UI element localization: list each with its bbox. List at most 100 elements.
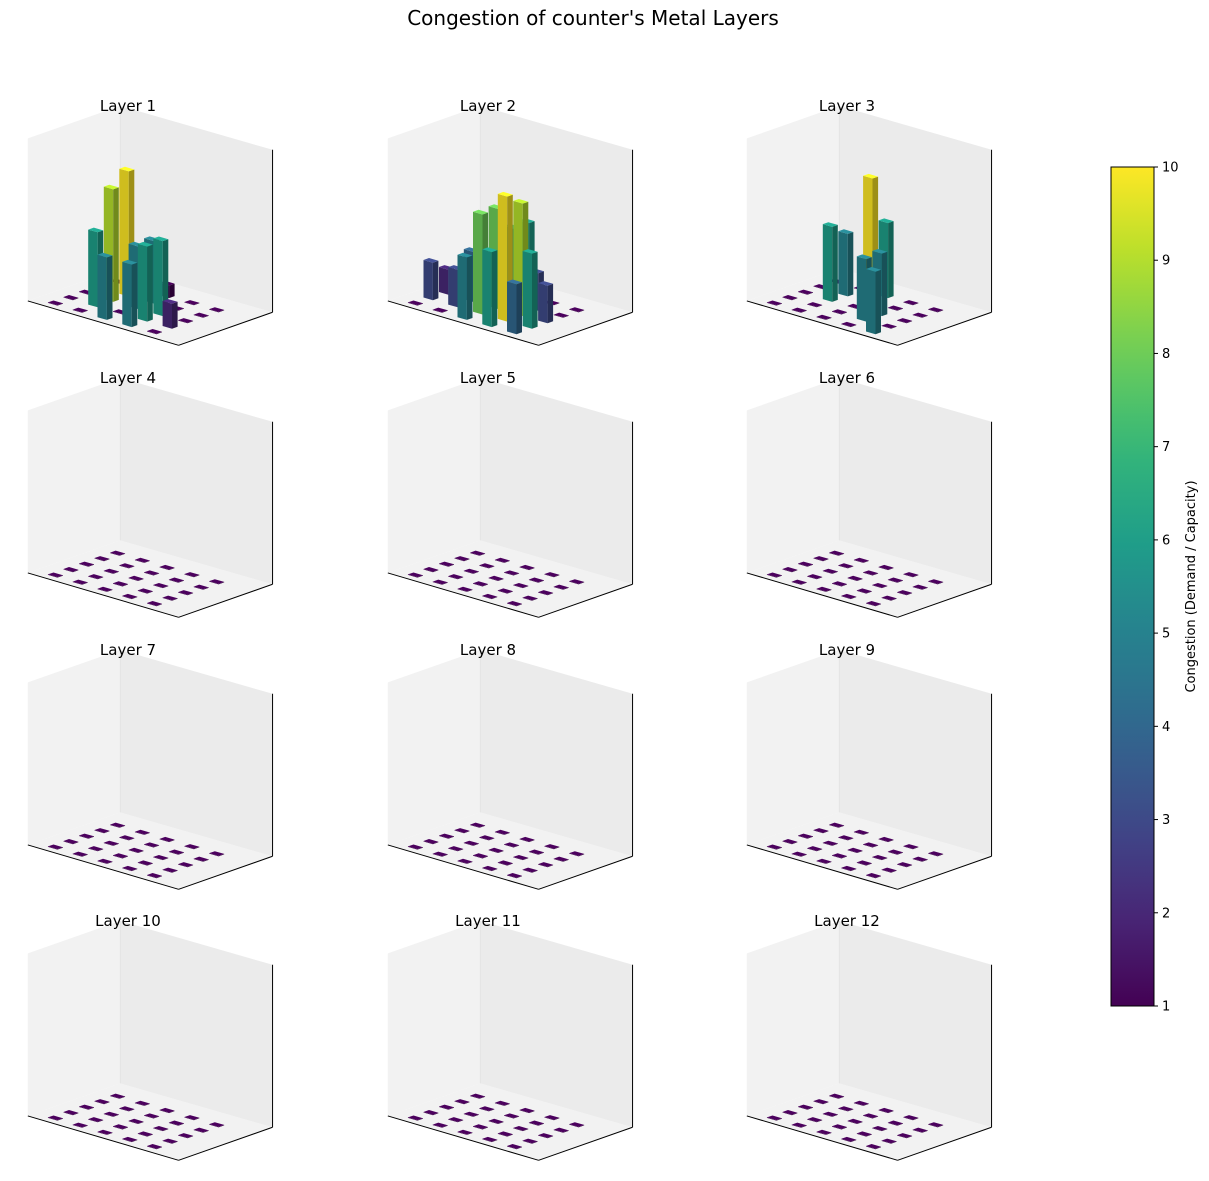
- bar-top: [838, 1106, 854, 1111]
- bar-front: [494, 1102, 505, 1106]
- bar: [128, 847, 144, 853]
- bar-front: [872, 1127, 882, 1132]
- bar-front: [159, 566, 170, 571]
- bar: [538, 281, 554, 324]
- bar-top: [798, 289, 813, 295]
- bar-top: [184, 1115, 200, 1120]
- bar-side: [801, 310, 807, 313]
- bar-front: [813, 1101, 823, 1105]
- bar: [782, 567, 798, 573]
- bar-side: [498, 578, 504, 581]
- bar: [159, 1107, 175, 1114]
- bar-front: [94, 1101, 104, 1105]
- bar-front: [88, 229, 98, 308]
- bar-side: [193, 846, 200, 850]
- bar-top: [79, 833, 94, 839]
- bar-side: [144, 1103, 150, 1106]
- bar-top: [519, 1107, 535, 1113]
- bar-front: [110, 552, 120, 556]
- bar-side: [432, 1112, 439, 1116]
- bar-top: [454, 556, 470, 561]
- bar: [407, 300, 423, 306]
- bar-front: [838, 231, 848, 297]
- layer-panel: Layer 6: [746, 369, 993, 618]
- bar-front: [153, 856, 163, 861]
- bar: [912, 312, 928, 318]
- bar-front: [807, 576, 817, 580]
- bar-front: [144, 1115, 154, 1119]
- bar-front: [838, 565, 848, 569]
- bar-front: [832, 855, 842, 859]
- bar-top: [457, 252, 473, 258]
- bar-top: [193, 584, 209, 590]
- bar-front: [488, 849, 498, 853]
- bar-top: [79, 561, 94, 567]
- bar: [178, 1133, 194, 1139]
- bar-front: [470, 552, 480, 556]
- bar: [881, 323, 897, 329]
- bar: [822, 568, 838, 574]
- bar-top: [829, 550, 845, 556]
- bar: [841, 321, 857, 328]
- bar-front: [457, 1131, 467, 1135]
- bar-side: [432, 569, 439, 573]
- bar-top: [407, 844, 423, 850]
- back-pane: [480, 649, 633, 857]
- bar: [881, 1138, 897, 1144]
- bar-front: [162, 1140, 172, 1144]
- bar-side: [169, 567, 175, 571]
- bar-top: [847, 1118, 863, 1124]
- bar-front: [912, 1129, 923, 1133]
- bar-top: [463, 568, 479, 574]
- bar: [832, 581, 847, 587]
- bar-top: [912, 856, 928, 862]
- bar-side: [106, 1132, 113, 1135]
- bar-top: [863, 1113, 879, 1118]
- back-pane: [839, 649, 992, 857]
- bar: [569, 1122, 585, 1128]
- bar-front: [881, 1140, 891, 1144]
- bar: [193, 584, 209, 590]
- bar-side: [113, 187, 119, 302]
- bar: [47, 300, 63, 306]
- bar-front: [448, 1119, 458, 1123]
- bar-front: [872, 856, 882, 861]
- bar: [488, 847, 504, 853]
- bar-front: [878, 566, 889, 571]
- bar-side: [522, 857, 529, 861]
- bar-front: [147, 875, 157, 879]
- bar-top: [94, 1099, 110, 1104]
- bar-side: [162, 1128, 169, 1132]
- bar-front: [128, 577, 138, 581]
- bar: [816, 314, 832, 320]
- bar: [439, 1104, 454, 1110]
- bar-side: [128, 1109, 135, 1112]
- bar: [94, 556, 110, 562]
- bar-front: [128, 1120, 138, 1124]
- bar: [553, 1127, 569, 1133]
- bar: [807, 574, 823, 580]
- bar-top: [94, 828, 110, 833]
- bar-side: [507, 863, 513, 866]
- bar-top: [457, 586, 473, 592]
- bar: [482, 247, 498, 328]
- bar-top: [103, 1111, 119, 1117]
- bar: [513, 855, 529, 861]
- bar-side: [547, 283, 554, 324]
- bar: [47, 844, 63, 850]
- bar-front: [569, 1124, 579, 1128]
- bar-side: [553, 302, 560, 306]
- bar-front: [113, 583, 123, 587]
- bar-top: [153, 583, 169, 588]
- bar-top: [522, 595, 538, 601]
- bar-side: [866, 591, 872, 594]
- bar-front: [113, 855, 123, 859]
- bar-side: [578, 853, 585, 857]
- bar-side: [57, 575, 63, 578]
- bar-top: [866, 873, 881, 878]
- bar-top: [887, 305, 903, 311]
- bar: [798, 561, 813, 567]
- bar: [454, 556, 470, 562]
- bar-side: [516, 875, 522, 879]
